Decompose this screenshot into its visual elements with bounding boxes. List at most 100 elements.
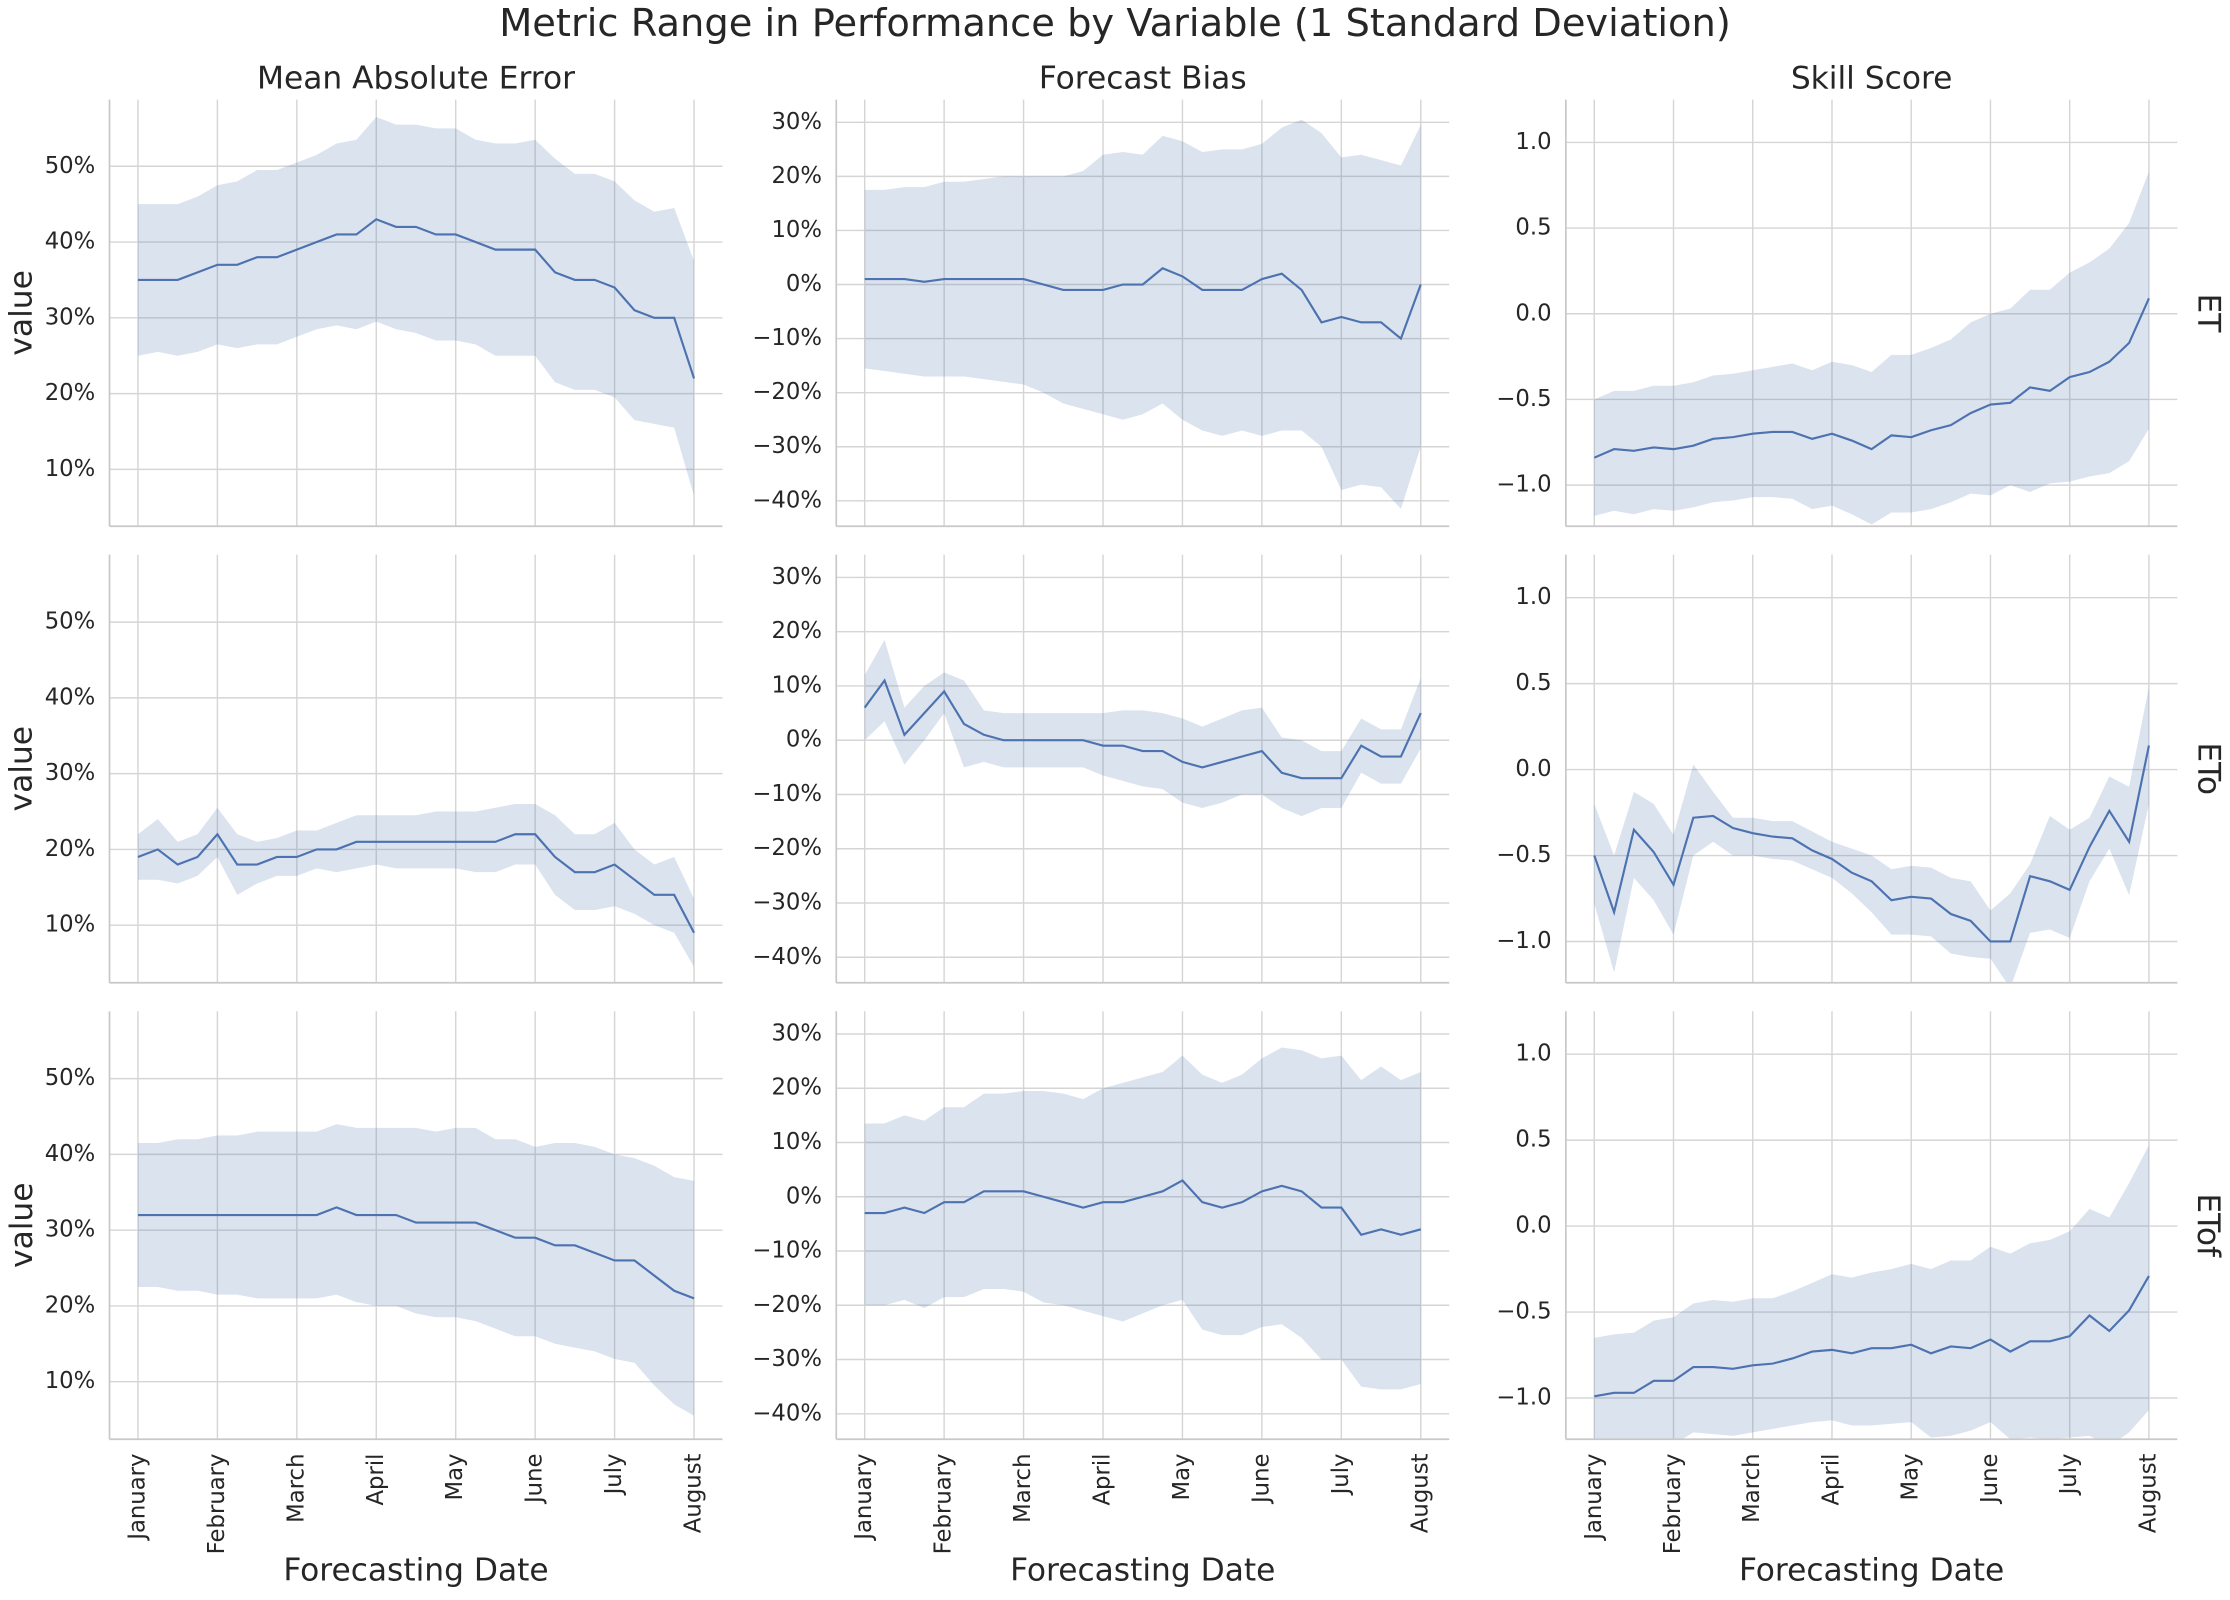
x-axis-label: Forecasting Date [1010,1553,1275,1589]
y-tick-label: 0% [786,727,822,753]
y-tick-label: 10% [45,1368,96,1394]
x-tick-label: January [124,1453,150,1541]
x-tick-label: July [1328,1453,1354,1496]
y-tick-label: 50% [45,1065,96,1091]
y-tick-label: 20% [45,1292,96,1318]
y-tick-label: 20% [771,1075,822,1101]
x-tick-label: June [522,1453,548,1505]
y-tick-label: 0% [786,1183,822,1209]
x-tick-label: February [1660,1453,1686,1554]
x-tick-label: January [1581,1453,1607,1541]
x-tick-label: May [442,1453,468,1500]
y-tick-label: 0.0 [1515,1213,1551,1239]
y-tick-label: −0.5 [1496,386,1551,412]
panel: 10% 20% 30% 40% 50% value January February March… [4,1011,723,1589]
std-band [1594,1145,2149,1440]
y-tick-label: 20% [771,163,822,189]
plot-area [1593,171,2150,525]
y-tick-label: −30% [752,433,822,459]
plot-area [137,117,696,496]
panel: −40% −30% −20% −10% 0% 10% 20% 30% [752,554,1450,984]
panel: −40% −30% −20% −10% 0% 10% 20% 30% January Februa… [752,1011,1450,1589]
std-band [864,639,1421,817]
y-tick-label: 0.5 [1515,1127,1551,1153]
plot-area [864,1047,1422,1390]
y-tick-label: −20% [752,1292,822,1318]
y-tick-label: 20% [45,380,96,406]
plot-area [137,1124,695,1416]
x-tick-label: May [1169,1453,1195,1500]
std-band [864,1047,1421,1390]
y-tick-label: −0.5 [1496,1299,1551,1325]
y-tick-label: 40% [45,229,96,255]
x-axis-label: Forecasting Date [283,1553,548,1589]
plot-area [1593,687,2150,983]
panel: −1.0 −0.5 0.0 0.5 1.0 ETo [1496,554,2226,984]
column-title: Forecast Bias [1039,61,1247,97]
y-tick-label: −1.0 [1496,472,1551,498]
y-axis-label: value [4,1183,40,1268]
plot-area [864,119,1422,509]
mean-line [137,832,695,934]
y-tick-label: −30% [752,889,822,915]
std-band [137,803,695,967]
y-tick-label: −10% [752,1238,822,1264]
mean-line [864,267,1422,341]
panel: −1.0 −0.5 0.0 0.5 1.0 ETof January February Marc… [1496,1011,2226,1589]
y-tick-label: 30% [771,109,822,135]
y-tick-label: 20% [45,836,96,862]
panel: −40% −30% −20% −10% 0% 10% 20% 30% Forecast Bias [752,61,1450,528]
y-tick-label: −1.0 [1496,928,1551,954]
y-tick-label: 30% [771,1020,822,1046]
y-tick-label: 40% [45,1141,96,1167]
row-label: ETo [2190,742,2226,795]
y-tick-label: 30% [45,760,96,786]
y-tick-label: 1.0 [1515,129,1551,155]
x-tick-label: January [851,1453,877,1541]
panel: 10% 20% 30% 40% 50% Mean Absolute Error value [4,61,723,528]
mean-line [863,678,1422,780]
x-tick-label: July [2056,1453,2082,1496]
x-tick-label: February [931,1453,957,1554]
y-tick-label: −40% [752,944,822,970]
mean-line [1594,1275,2150,1398]
mean-line [864,1179,1422,1236]
plot-area [863,639,1422,817]
y-tick-label: −20% [752,835,822,861]
std-band [137,1124,695,1416]
x-tick-label: August [681,1453,707,1533]
y-tick-label: 10% [45,912,96,938]
y-tick-label: 0% [786,271,822,297]
panel: −1.0 −0.5 0.0 0.5 1.0 Skill Score ET [1496,61,2226,528]
y-tick-label: 40% [45,684,96,710]
y-axis-label: value [4,726,40,811]
y-tick-label: 30% [45,1217,96,1243]
y-tick-label: 10% [771,1129,822,1155]
y-axis-label: value [4,270,40,355]
x-tick-label: February [204,1453,230,1554]
y-tick-label: −40% [752,487,822,513]
row-label: ET [2190,293,2226,333]
column-title: Mean Absolute Error [257,61,575,97]
y-tick-label: −0.5 [1496,842,1551,868]
y-tick-label: −1.0 [1496,1385,1551,1411]
mean-line [137,1206,695,1300]
x-tick-label: April [1818,1453,1844,1505]
y-tick-label: 30% [771,564,822,590]
row-label: ETof [2190,1193,2226,1258]
y-tick-label: 50% [45,609,96,635]
y-tick-label: 30% [45,304,96,330]
x-tick-label: March [283,1453,309,1522]
y-tick-label: −40% [752,1400,822,1426]
x-tick-label: April [363,1453,389,1505]
column-title: Skill Score [1791,61,1953,97]
x-tick-label: August [2135,1453,2161,1533]
y-tick-label: −20% [752,379,822,405]
figure-title: Metric Range in Performance by Variable … [499,1,1731,46]
x-tick-label: July [601,1453,627,1496]
x-tick-label: March [1010,1453,1036,1522]
y-tick-label: 10% [45,456,96,482]
y-tick-label: 10% [771,217,822,243]
